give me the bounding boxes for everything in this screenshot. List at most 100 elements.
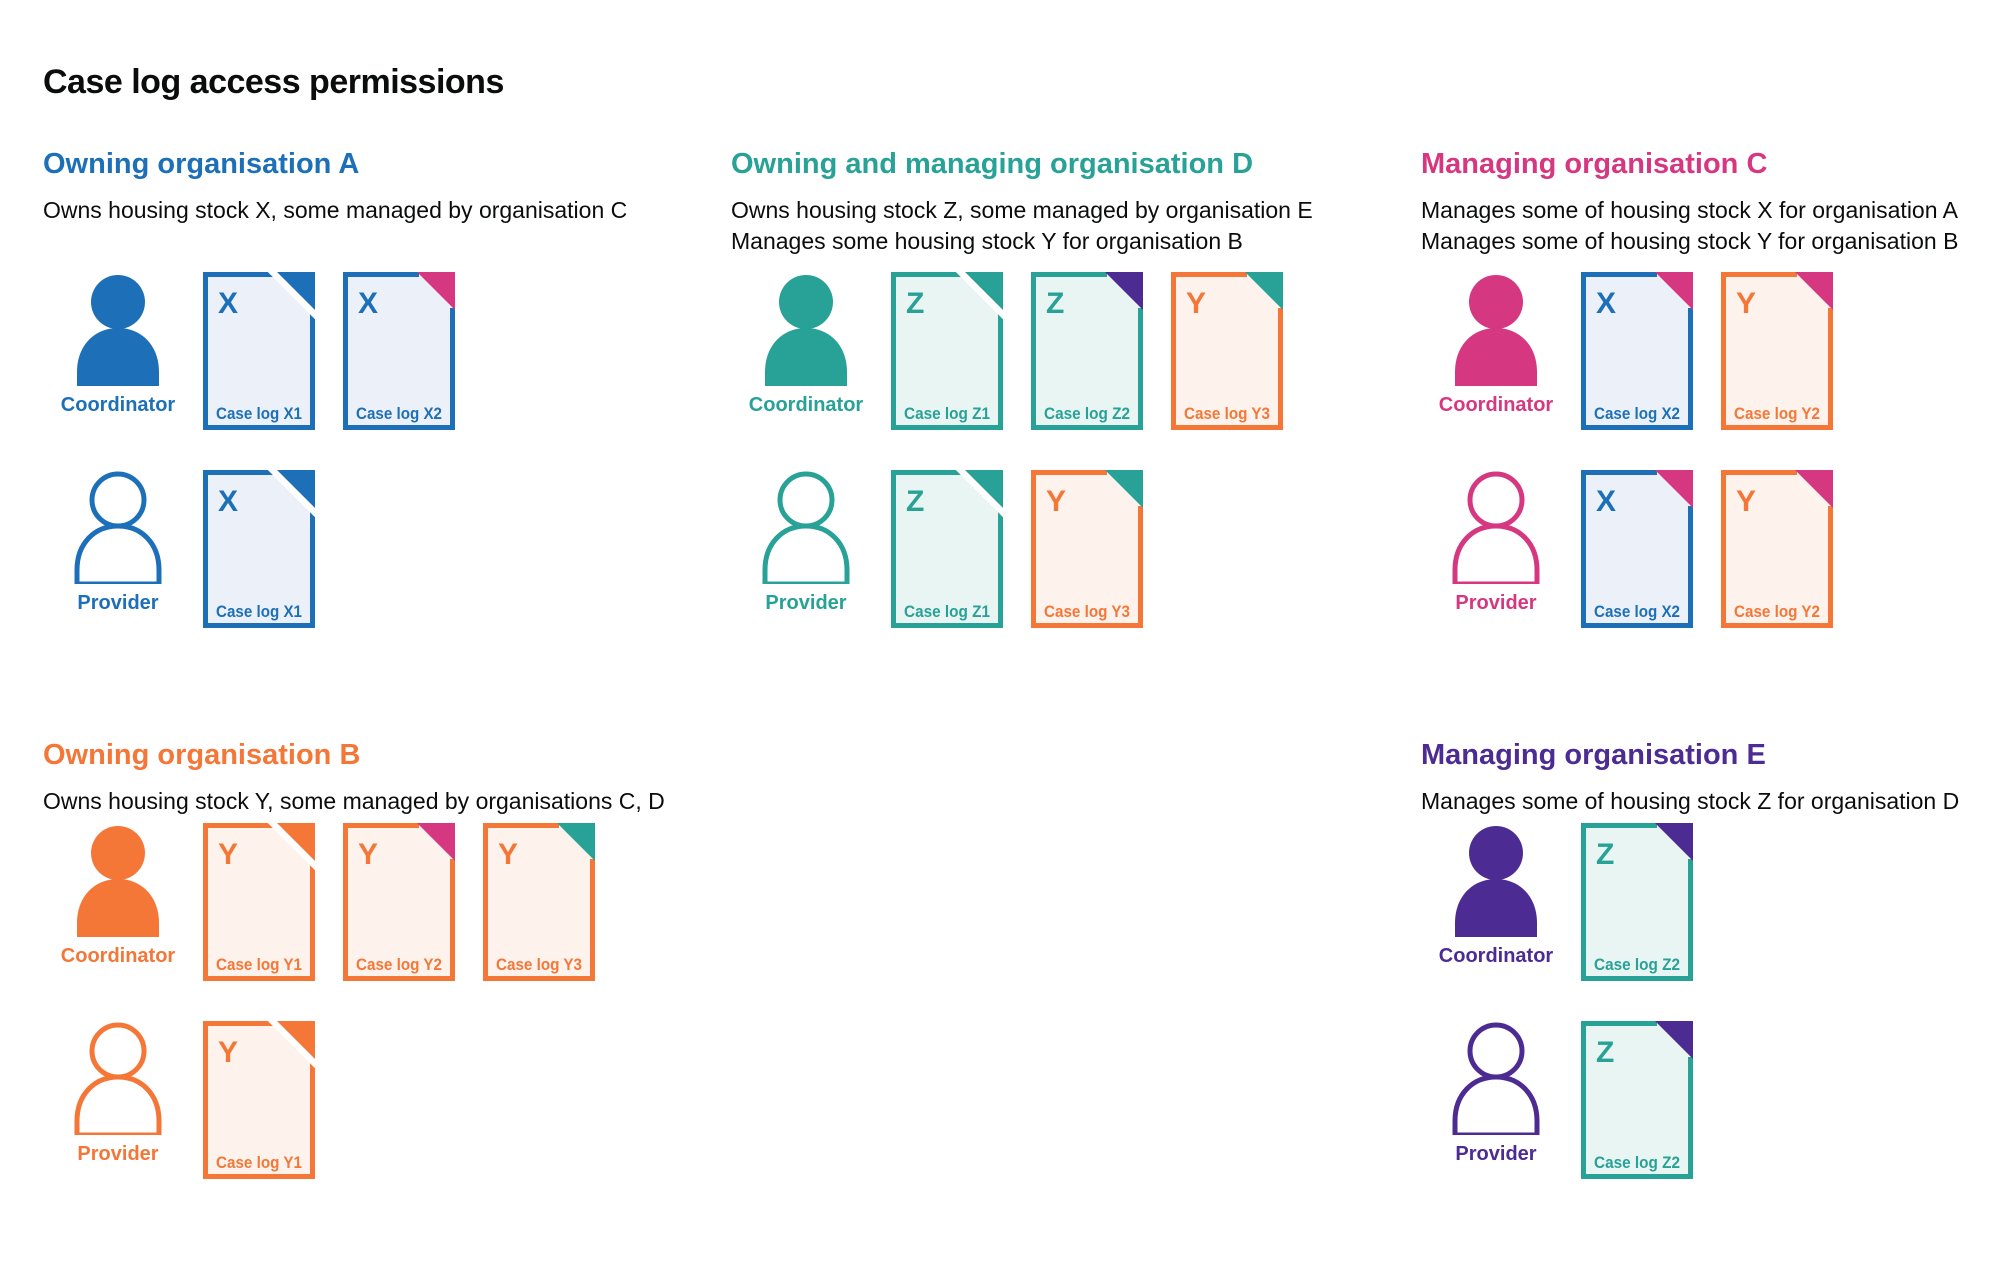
person-role-label: Provider bbox=[765, 592, 847, 614]
org-c-coordinator-row: Coordinator X Case log X2 Y Case log Y2 bbox=[1421, 272, 1833, 430]
doc-fold-corner bbox=[1105, 272, 1143, 310]
case-log-doc: Y Case log Y1 bbox=[203, 823, 315, 981]
provider-person: Provider bbox=[731, 470, 881, 615]
person-head bbox=[779, 275, 833, 329]
person-body bbox=[74, 523, 162, 584]
doc-fold-corner bbox=[417, 823, 455, 861]
doc-page bbox=[893, 274, 1001, 428]
person-body bbox=[74, 1074, 162, 1135]
coordinator-icon bbox=[68, 272, 168, 386]
doc-letter: X bbox=[218, 485, 238, 518]
org-d-provider-row: Provider Z Case log Z1 Y Case log Y3 bbox=[731, 470, 1143, 628]
case-log-doc: Y Case log Y2 bbox=[343, 823, 455, 981]
doc-page bbox=[1583, 472, 1691, 626]
doc-page bbox=[893, 472, 1001, 626]
org-c-subtitle-line2: Manages some of housing stock Y for orga… bbox=[1421, 227, 1959, 254]
case-log-doc: Y Case log Y2 bbox=[1721, 272, 1833, 430]
doc-letter: Y bbox=[218, 1036, 238, 1069]
doc-fold-corner bbox=[1245, 272, 1283, 310]
org-e-provider-row: Provider Z Case log Z2 bbox=[1421, 1021, 1693, 1179]
doc-label: Case log Z2 bbox=[1594, 1153, 1680, 1172]
person-role-label: Provider bbox=[1455, 1143, 1537, 1165]
org-b-coordinator-row: Coordinator Y Case log Y1 Y Case log Y2 … bbox=[43, 823, 595, 981]
coordinator-person: Coordinator bbox=[1421, 823, 1571, 968]
doc-page bbox=[1723, 274, 1831, 428]
person-role-label: Coordinator bbox=[1438, 945, 1554, 967]
case-log-doc: Z Case log Z2 bbox=[1031, 272, 1143, 430]
case-log-doc: Z Case log Z2 bbox=[1581, 823, 1693, 981]
doc-border bbox=[203, 272, 315, 430]
coordinator-person: Coordinator bbox=[43, 823, 193, 968]
doc-label: Case log Y2 bbox=[356, 955, 442, 974]
provider-icon bbox=[68, 470, 168, 584]
doc-border bbox=[1721, 272, 1833, 430]
org-a-provider-docs: X Case log X1 bbox=[203, 470, 315, 628]
doc-label: Case log Y1 bbox=[216, 1153, 302, 1172]
person-body bbox=[77, 879, 159, 937]
provider-person: Provider bbox=[1421, 470, 1571, 615]
org-e-heading: Managing organisation E bbox=[1421, 739, 1766, 771]
person-body bbox=[765, 328, 847, 386]
person-head bbox=[777, 471, 835, 529]
doc-letter: Z bbox=[906, 287, 924, 320]
case-log-doc: Y Case log Y3 bbox=[483, 823, 595, 981]
person-body bbox=[1455, 328, 1537, 386]
person-body bbox=[762, 523, 850, 584]
doc-label: Case log X2 bbox=[356, 404, 442, 423]
person-head bbox=[1469, 826, 1523, 880]
org-a-subtitle-line1: Owns housing stock X, some managed by or… bbox=[43, 196, 628, 223]
doc-page bbox=[1173, 274, 1281, 428]
person-role-label: Provider bbox=[77, 592, 159, 614]
person-role-label: Provider bbox=[77, 1143, 159, 1165]
org-a-provider-row: Provider X Case log X1 bbox=[43, 470, 315, 628]
doc-page bbox=[205, 472, 313, 626]
org-b-coordinator-docs: Y Case log Y1 Y Case log Y2 Y Case log Y… bbox=[203, 823, 595, 981]
coordinator-icon bbox=[68, 823, 168, 937]
org-a-coordinator-row: Coordinator X Case log X1 X Case log X2 bbox=[43, 272, 455, 430]
org-c-provider-docs: X Case log X2 Y Case log Y2 bbox=[1581, 470, 1833, 628]
org-d-subtitle-line2: Manages some housing stock Y for organis… bbox=[731, 227, 1243, 254]
provider-person: Provider bbox=[43, 1021, 193, 1166]
org-d-subtitle-line1: Owns housing stock Z, some managed by or… bbox=[731, 196, 1313, 223]
coordinator-icon bbox=[1446, 272, 1546, 386]
doc-fold-corner bbox=[1655, 470, 1693, 508]
person-body bbox=[1452, 1074, 1540, 1135]
doc-page bbox=[1583, 825, 1691, 979]
doc-fold-corner bbox=[965, 470, 1003, 508]
case-log-doc: X Case log X1 bbox=[203, 272, 315, 430]
doc-label: Case log X2 bbox=[1594, 404, 1680, 423]
doc-border bbox=[1581, 1021, 1693, 1179]
org-section-a: Owning organisation A Owns housing stock… bbox=[43, 148, 703, 709]
page-title: Case log access permissions bbox=[43, 62, 504, 101]
doc-letter: Y bbox=[1186, 287, 1206, 320]
doc-fold-corner bbox=[965, 272, 1003, 310]
doc-letter: X bbox=[1596, 485, 1616, 518]
org-b-provider-docs: Y Case log Y1 bbox=[203, 1021, 315, 1179]
person-role-label: Coordinator bbox=[60, 394, 176, 416]
case-log-doc: X Case log X2 bbox=[343, 272, 455, 430]
doc-label: Case log Z1 bbox=[904, 602, 990, 621]
person-role-label: Coordinator bbox=[60, 945, 176, 967]
doc-page bbox=[1033, 472, 1141, 626]
org-section-d: Owning and managing organisation D Owns … bbox=[731, 148, 1391, 709]
doc-label: Case log Z1 bbox=[904, 404, 990, 423]
doc-border bbox=[1581, 823, 1693, 981]
doc-fold-corner bbox=[417, 272, 455, 310]
org-d-coordinator-docs: Z Case log Z1 Z Case log Z2 Y Case log Y… bbox=[891, 272, 1283, 430]
doc-label: Case log Y2 bbox=[1734, 602, 1820, 621]
org-e-coordinator-docs: Z Case log Z2 bbox=[1581, 823, 1693, 981]
doc-fold-corner bbox=[277, 1021, 315, 1059]
doc-letter: Z bbox=[1046, 287, 1064, 320]
doc-border bbox=[1031, 470, 1143, 628]
coordinator-icon bbox=[756, 272, 856, 386]
doc-page bbox=[1723, 472, 1831, 626]
doc-fold-corner bbox=[1655, 823, 1693, 861]
case-log-doc: Z Case log Z1 bbox=[891, 272, 1003, 430]
doc-page bbox=[345, 825, 453, 979]
org-c-provider-row: Provider X Case log X2 Y Case log Y2 bbox=[1421, 470, 1833, 628]
doc-fold-corner bbox=[1105, 470, 1143, 508]
person-head bbox=[1469, 275, 1523, 329]
case-log-doc: X Case log X2 bbox=[1581, 470, 1693, 628]
person-head bbox=[1467, 1022, 1525, 1080]
org-e-provider-docs: Z Case log Z2 bbox=[1581, 1021, 1693, 1179]
